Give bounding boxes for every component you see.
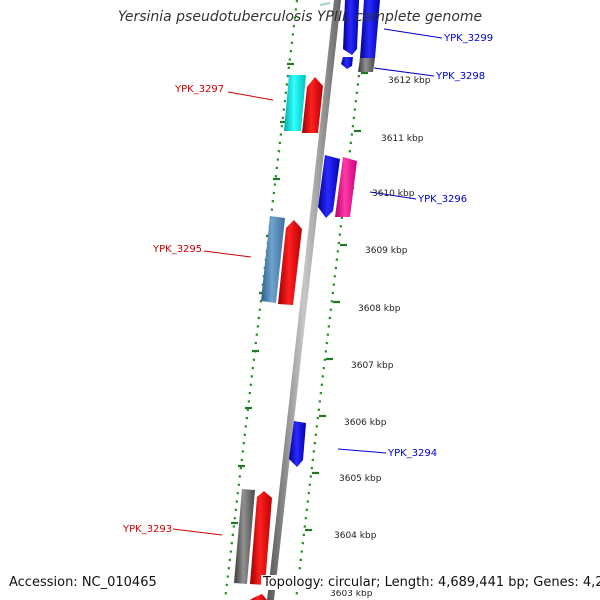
gene-ypk-3298-gray — [358, 58, 375, 72]
tick-label-3612: 3612 kbp — [388, 76, 431, 86]
gene-ypk-3294-arrow — [289, 421, 306, 467]
gene-ypk-3295-arrow — [278, 220, 302, 305]
tick-label-3608: 3608 kbp — [358, 304, 401, 314]
gene-label-ypk-3294[interactable]: YPK_3294 — [387, 448, 437, 459]
gene-ypk-3293-gray — [234, 489, 255, 584]
gene-ypk-3297-arrow — [302, 77, 323, 133]
page-title: Yersinia pseudotuberculosis YPIII, compl… — [117, 9, 483, 25]
label-connectors — [172, 28, 443, 536]
gene-ypk-3298-arrow — [360, 0, 380, 58]
tick-label-3606: 3606 kbp — [344, 418, 387, 428]
tick-label-3610: 3610 kbp — [372, 189, 415, 199]
tick-label-3609: 3609 kbp — [365, 246, 408, 256]
tick-label-3603: 3603 kbp — [330, 589, 373, 599]
genome-backbone — [267, 0, 341, 600]
tick-label-3607: 3607 kbp — [351, 361, 394, 371]
gene-label-ypk-3293[interactable]: YPK_3293 — [122, 524, 172, 535]
tick-label-3604: 3604 kbp — [334, 531, 377, 541]
right-ruler-ticks — [298, 71, 368, 590]
gene-label-ypk-3298[interactable]: YPK_3298 — [435, 71, 485, 82]
gene-ypk-3293-arrow — [250, 491, 272, 585]
gene-label-ypk-3299[interactable]: YPK_3299 — [443, 33, 493, 44]
gene-label-ypk-3297[interactable]: YPK_3297 — [174, 84, 224, 95]
tick-label-3611: 3611 kbp — [381, 134, 424, 144]
gene-ypk-3297-cyan — [284, 75, 306, 131]
gene-label-ypk-3296[interactable]: YPK_3296 — [417, 194, 467, 205]
accession-label: Accession: NC_010465 — [9, 575, 157, 590]
tick-label-3605: 3605 kbp — [339, 474, 382, 484]
gene-ypk-3295-steel — [261, 216, 285, 303]
gene-label-ypk-3295[interactable]: YPK_3295 — [152, 244, 202, 255]
gene-partial-bottom — [250, 594, 267, 600]
gene-ypk-3299-segment — [341, 57, 353, 69]
top-edge-mark — [319, 2, 331, 6]
genome-info-label: Topology: circular; Length: 4,689,441 bp… — [261, 575, 600, 590]
gene-ypk-3299-arrow — [343, 0, 359, 55]
gene-ypk-3296-arrow — [318, 155, 340, 218]
gene-ypk-3296-pink — [335, 157, 357, 217]
